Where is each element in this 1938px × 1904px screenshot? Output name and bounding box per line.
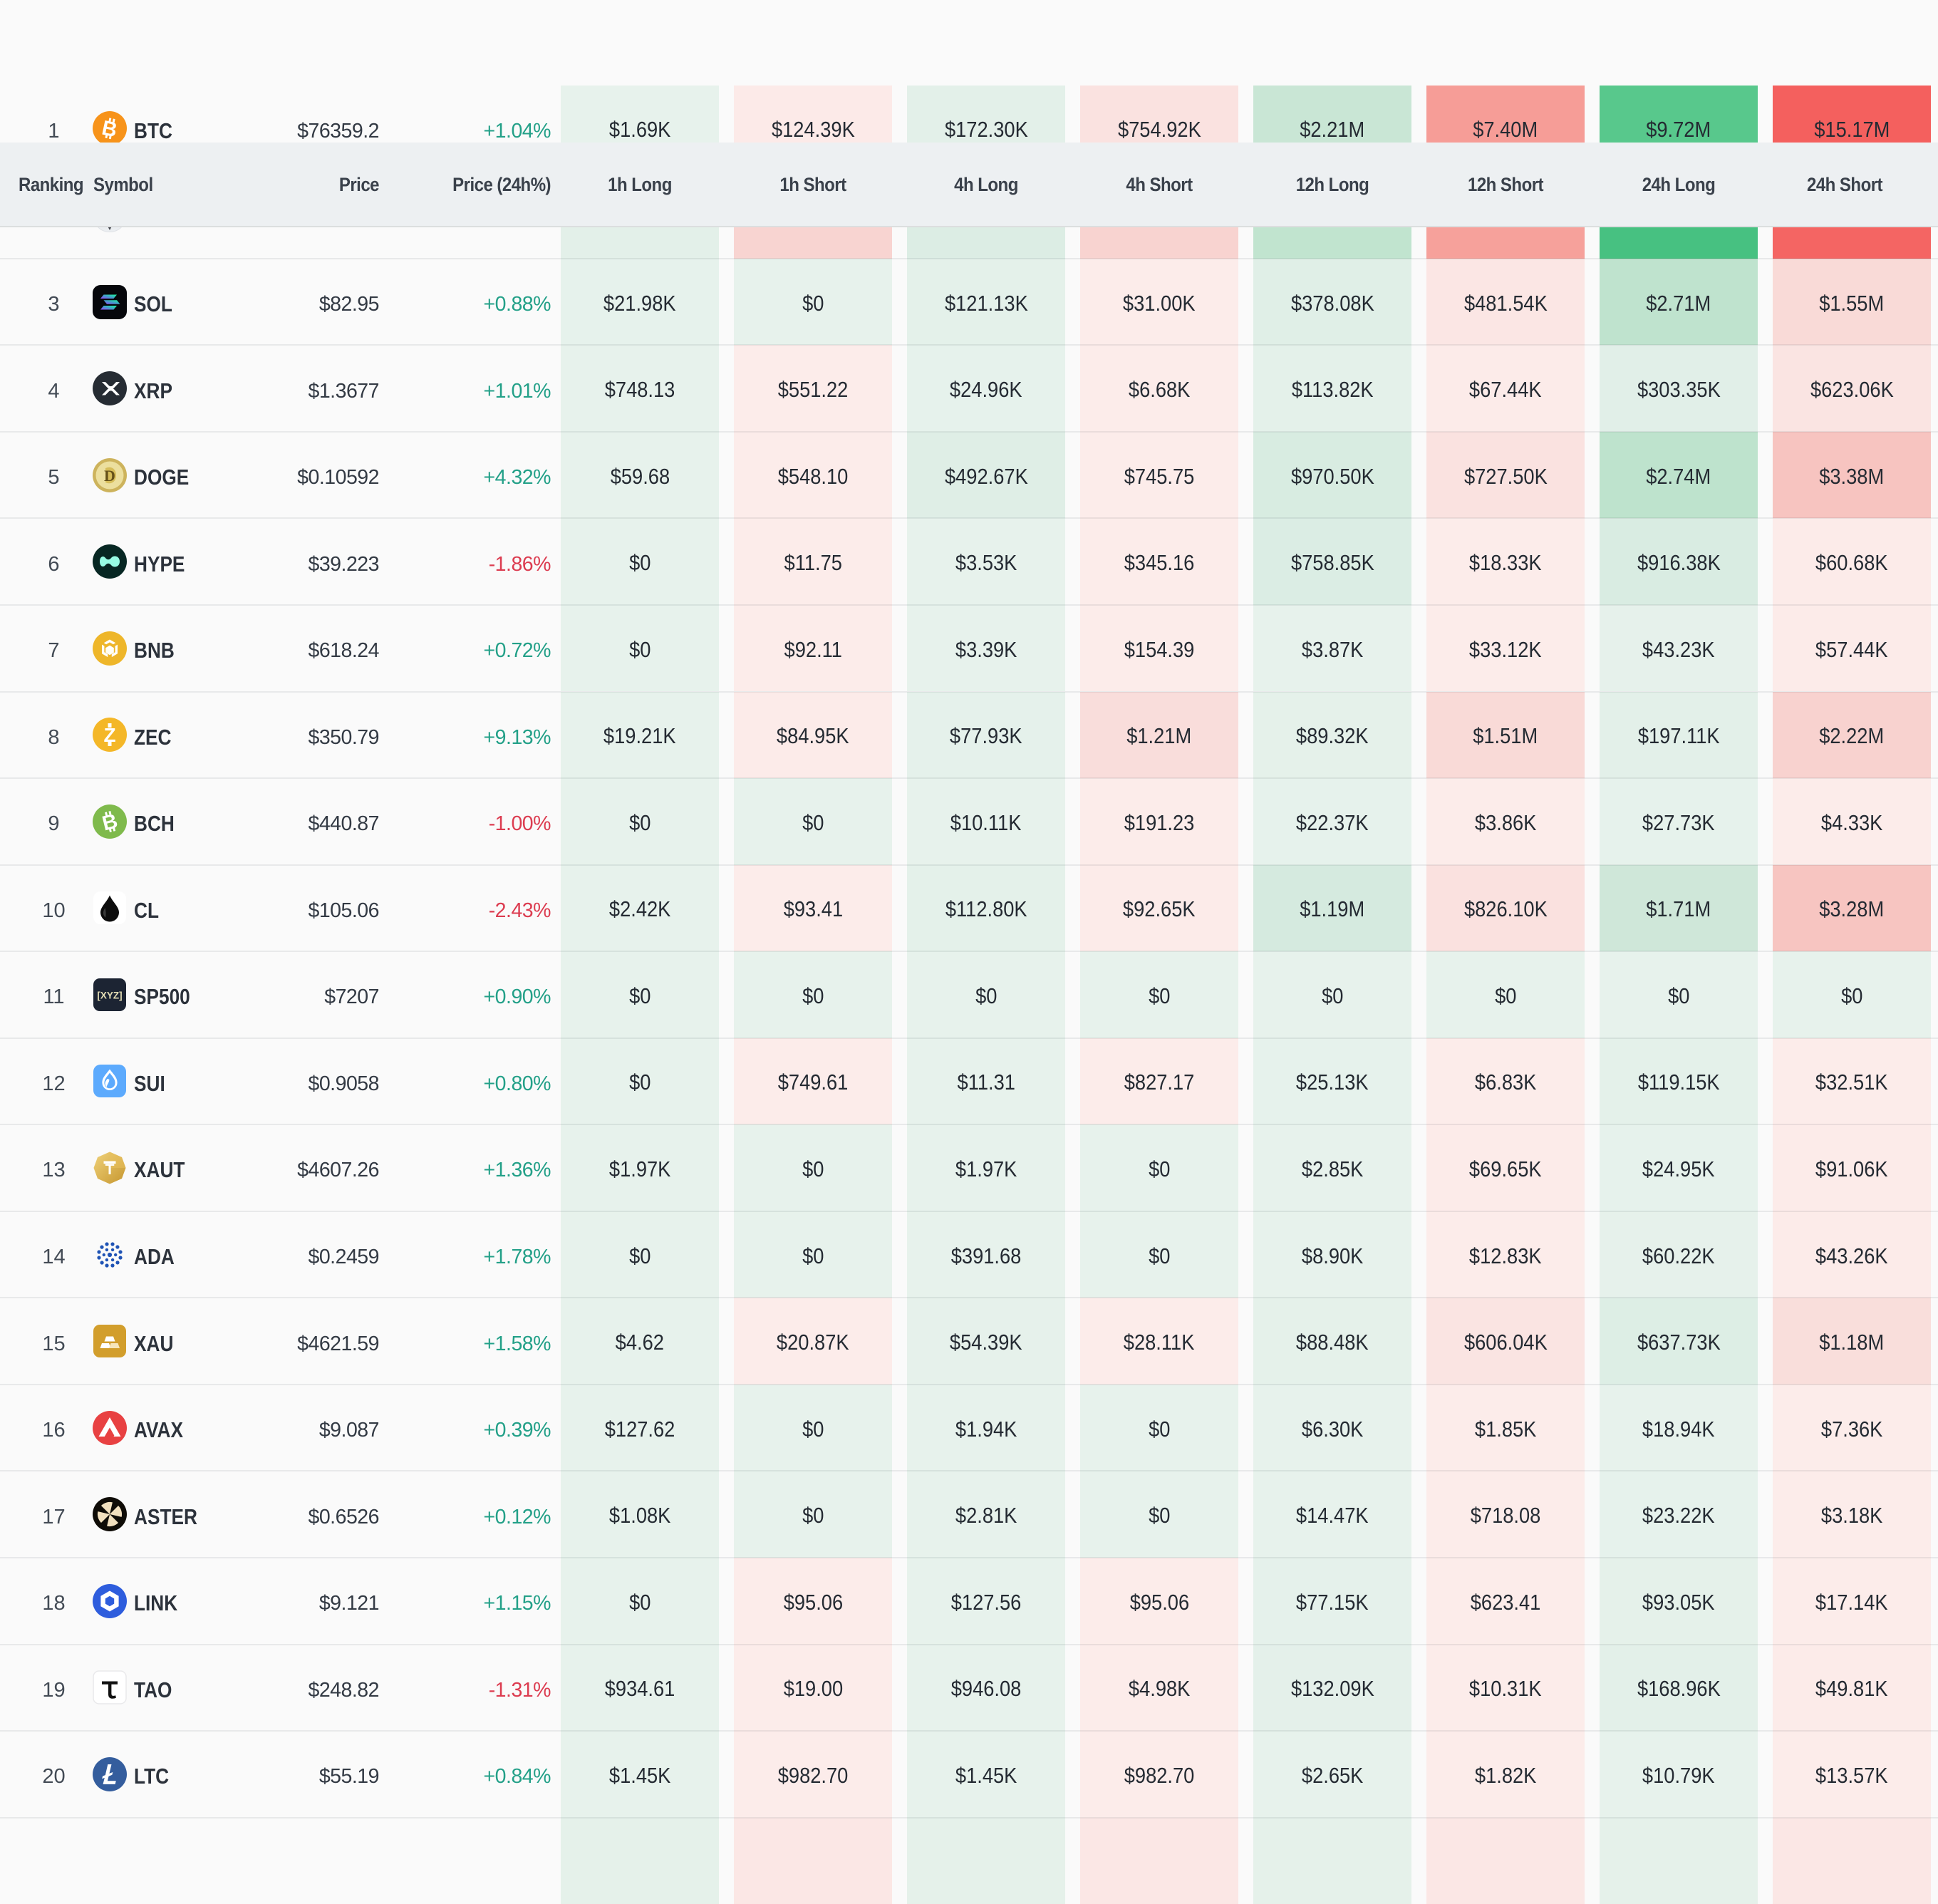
svg-text:D: D	[104, 467, 115, 485]
svg-text:[XYZ]: [XYZ]	[97, 990, 122, 1000]
svg-text:T: T	[105, 1161, 115, 1178]
svg-text:Z: Z	[103, 724, 115, 746]
